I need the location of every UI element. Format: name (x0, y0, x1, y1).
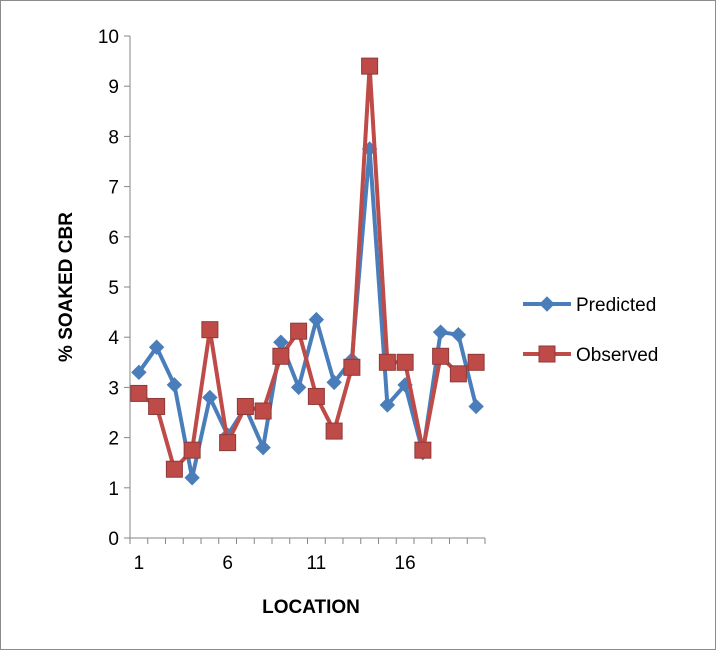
data-point-predicted (290, 379, 307, 396)
y-tick-label: 7 (108, 178, 119, 199)
y-tick-label: 1 (108, 479, 119, 500)
data-point-observed (165, 460, 183, 478)
data-point-observed (449, 365, 467, 383)
data-point-observed (343, 358, 361, 376)
data-point-observed (325, 422, 343, 440)
data-point-observed (414, 441, 432, 459)
x-tick-label: 11 (307, 553, 327, 574)
y-tick-label: 9 (108, 77, 119, 98)
data-point-predicted (326, 374, 342, 391)
data-point-predicted (379, 397, 396, 413)
legend-marker (539, 296, 555, 312)
y-tick-label: 4 (108, 328, 119, 349)
data-point-observed (130, 384, 148, 402)
data-point-observed (432, 347, 450, 365)
x-tick-label: 16 (395, 553, 416, 574)
legend: Predicted Observed (523, 295, 658, 366)
data-point-observed (272, 347, 290, 365)
data-point-observed (290, 322, 308, 340)
series-observed (130, 57, 485, 478)
series-line-observed (137, 64, 478, 472)
data-point-observed (236, 397, 254, 415)
data-point-predicted (184, 470, 200, 486)
y-tick-label: 8 (108, 127, 119, 148)
data-point-predicted (308, 311, 325, 328)
series-layer (130, 57, 485, 486)
legend-item-predicted: Predicted (523, 295, 656, 316)
data-point-observed (219, 434, 237, 452)
x-axis-title: LOCATION (262, 597, 360, 618)
legend-label: Observed (576, 345, 658, 366)
data-point-predicted (131, 364, 147, 381)
data-point-observed (378, 353, 396, 371)
data-point-observed (201, 321, 219, 339)
y-tick-label: 10 (98, 27, 119, 48)
y-axis-title: % SOAKED CBR (56, 212, 77, 362)
y-tick-label: 3 (108, 378, 119, 399)
data-point-observed (467, 353, 485, 371)
data-point-predicted (166, 377, 183, 393)
legend-marker (538, 345, 556, 363)
data-point-predicted (468, 398, 484, 415)
series-predicted (131, 141, 484, 486)
y-tick-label: 5 (108, 278, 119, 299)
data-point-observed (361, 57, 379, 75)
y-tick-label: 6 (108, 228, 119, 249)
data-point-observed (148, 397, 166, 415)
x-tick-label: 6 (222, 553, 233, 574)
legend-item-observed: Observed (523, 345, 658, 366)
data-point-predicted (255, 439, 271, 456)
data-point-predicted (202, 389, 218, 406)
data-point-observed (396, 353, 414, 371)
data-point-predicted (432, 324, 449, 340)
y-tick-label: 2 (108, 429, 119, 450)
data-point-observed (183, 441, 201, 459)
data-point-predicted (450, 326, 467, 343)
data-point-observed (307, 387, 325, 405)
legend-label: Predicted (576, 295, 656, 316)
x-tick-label: 1 (134, 553, 145, 574)
data-point-predicted (148, 339, 165, 355)
data-point-observed (254, 402, 272, 420)
y-tick-label: 0 (108, 529, 119, 550)
